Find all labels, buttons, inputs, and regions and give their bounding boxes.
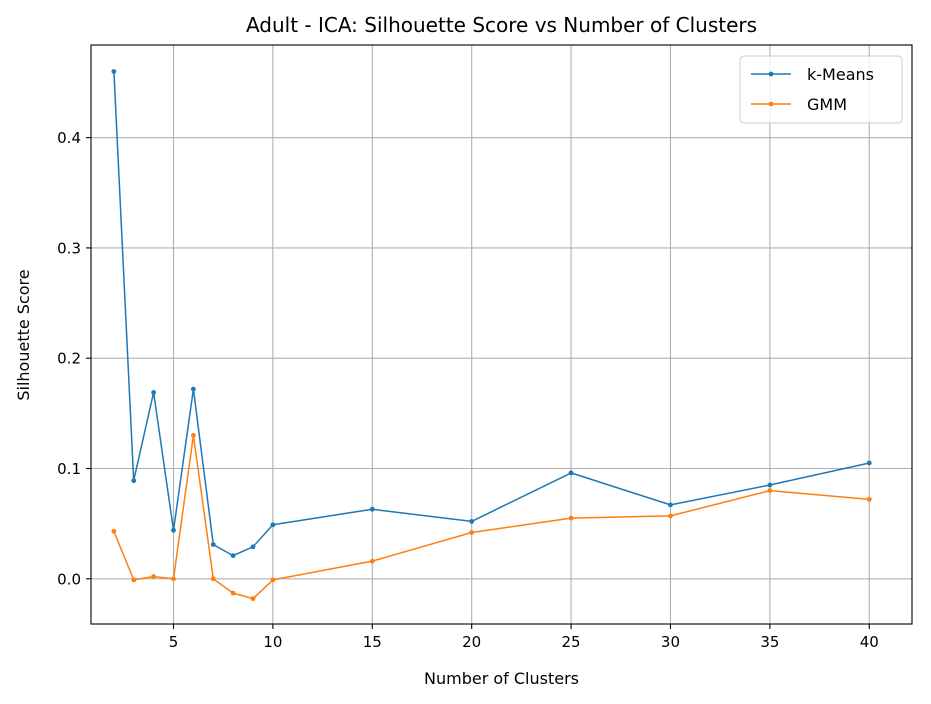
y-axis-label: Silhouette Score — [14, 269, 33, 400]
data-point — [131, 577, 137, 583]
data-point — [668, 513, 673, 519]
grid — [91, 45, 912, 624]
data-point — [270, 522, 276, 528]
data-point — [250, 596, 256, 602]
x-tick-label: 15 — [363, 633, 382, 651]
x-tick-label: 35 — [760, 633, 779, 651]
y-tick-label: 0.1 — [57, 460, 81, 478]
plot-background — [91, 45, 912, 624]
data-point — [767, 482, 773, 488]
data-point — [250, 544, 256, 550]
data-point — [190, 386, 196, 392]
data-point — [111, 69, 117, 74]
data-point — [767, 488, 773, 493]
data-point — [111, 528, 117, 534]
y-tick-label: 0.3 — [57, 239, 81, 257]
x-tick-label: 30 — [661, 633, 680, 651]
data-point — [866, 496, 872, 502]
data-point — [568, 515, 574, 521]
data-point — [171, 576, 176, 582]
legend-label: GMM — [807, 95, 847, 114]
x-tick-label: 40 — [860, 633, 879, 651]
data-point — [270, 577, 276, 583]
data-point — [369, 506, 375, 512]
x-axis-ticks: 5 10 15 20 25 30 35 40 — [169, 624, 879, 651]
y-tick-label: 0.0 — [57, 570, 81, 588]
legend-label: k-Means — [807, 65, 874, 84]
data-point — [210, 576, 216, 582]
plot-frame — [90, 44, 913, 625]
x-tick-label: 20 — [462, 633, 481, 651]
data-point — [131, 478, 137, 484]
y-axis-ticks: 0.0 0.1 0.2 0.3 0.4 — [57, 129, 91, 588]
legend: k-Means GMM — [739, 55, 903, 124]
data-point — [210, 542, 216, 547]
x-axis-label: Number of Clusters — [424, 669, 579, 688]
data-point — [469, 530, 475, 535]
legend-box — [739, 55, 903, 124]
data-point — [171, 527, 176, 533]
data-point — [568, 470, 574, 476]
y-tick-label: 0.4 — [57, 129, 81, 147]
x-tick-label: 10 — [263, 633, 282, 651]
x-tick-label: 5 — [169, 633, 179, 651]
data-point — [190, 433, 196, 438]
data-point — [369, 558, 375, 564]
chart-title: Adult - ICA: Silhouette Score vs Number … — [246, 13, 757, 37]
data-point — [230, 553, 236, 559]
data-point — [151, 390, 157, 395]
y-tick-label: 0.2 — [57, 350, 81, 368]
x-tick-label: 25 — [562, 633, 581, 651]
legend-marker — [768, 101, 774, 107]
data-point — [469, 519, 475, 524]
data-point — [230, 590, 236, 596]
data-point — [151, 574, 157, 579]
series-layer — [111, 69, 872, 602]
legend-marker — [768, 71, 774, 77]
data-point — [668, 502, 673, 508]
data-point — [866, 460, 872, 466]
